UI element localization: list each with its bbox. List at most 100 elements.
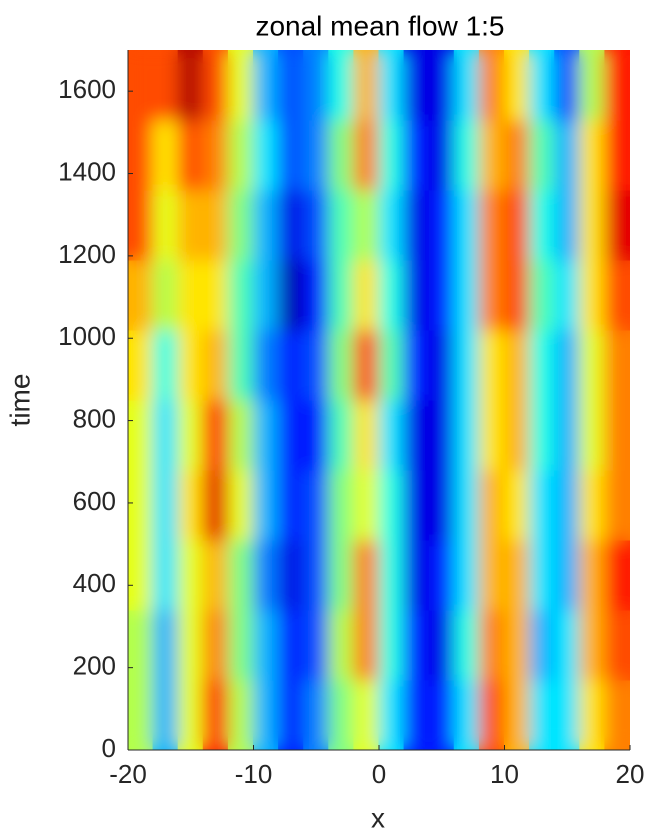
heatmap-cell <box>478 609 505 681</box>
heatmap-cell <box>328 469 355 541</box>
heatmap-cell <box>328 329 355 401</box>
heatmap-cell <box>504 539 531 611</box>
heatmap-cell <box>177 399 204 471</box>
heatmap-cell <box>227 469 254 541</box>
heatmap-cell <box>378 329 405 401</box>
heatmap-cell <box>303 399 330 471</box>
heatmap-cell <box>328 259 355 331</box>
heatmap-cell <box>453 189 480 261</box>
heatmap-cell <box>554 679 581 750</box>
heatmap-cell <box>152 50 179 121</box>
heatmap-cell <box>328 189 355 261</box>
heatmap-cell <box>378 259 405 331</box>
heatmap-cell <box>128 469 154 541</box>
heatmap-cell <box>453 50 480 121</box>
heatmap-cell <box>177 609 204 681</box>
heatmap-cell <box>428 469 455 541</box>
heatmap-cell <box>152 329 179 401</box>
heatmap-cell <box>253 469 280 541</box>
heatmap-cell <box>403 329 430 401</box>
heatmap-cell <box>504 679 531 750</box>
heatmap-cell <box>227 679 254 750</box>
heatmap-cell <box>353 469 380 541</box>
heatmap-cell <box>378 399 405 471</box>
heatmap-cell <box>579 539 606 611</box>
heatmap-cell <box>303 469 330 541</box>
heatmap-cell <box>353 399 380 471</box>
heatmap-cell <box>378 469 405 541</box>
x-tick-label: -20 <box>109 759 147 789</box>
heatmap-cell <box>328 609 355 681</box>
heatmap-cell <box>554 329 581 401</box>
heatmap-cell <box>428 679 455 750</box>
heatmap-cell <box>202 259 229 331</box>
heatmap-cell <box>604 679 630 750</box>
heatmap-cell <box>278 609 305 681</box>
y-axis-label: time <box>4 374 35 427</box>
heatmap-cell <box>152 119 179 191</box>
heatmap-cell <box>253 189 280 261</box>
heatmap-cell <box>278 259 305 331</box>
heatmap-cell <box>604 50 630 121</box>
heatmap-cell <box>428 259 455 331</box>
x-tick-label: 0 <box>372 759 386 789</box>
heatmap-cell <box>152 259 179 331</box>
heatmap-cell <box>303 679 330 750</box>
heatmap-cell <box>579 609 606 681</box>
heatmap-cell <box>202 679 229 750</box>
heatmap-cell <box>128 259 154 331</box>
heatmap-cell <box>453 679 480 750</box>
heatmap-cell <box>177 119 204 191</box>
heatmap-cell <box>504 469 531 541</box>
heatmap-cell <box>328 679 355 750</box>
x-tick-label: 20 <box>616 759 645 789</box>
heatmap-cell <box>604 469 630 541</box>
heatmap-cell <box>579 399 606 471</box>
y-tick-label: 1000 <box>58 321 116 351</box>
heatmap-cell <box>403 50 430 121</box>
heatmap-cell <box>453 469 480 541</box>
heatmap-cell <box>227 189 254 261</box>
heatmap-cell <box>529 469 556 541</box>
heatmap-cell <box>378 679 405 750</box>
heatmap-cell <box>353 539 380 611</box>
heatmap-cell <box>353 609 380 681</box>
heatmap-cell <box>554 119 581 191</box>
heatmap-cell <box>128 329 154 401</box>
heatmap-cell <box>378 539 405 611</box>
y-tick-label: 400 <box>73 568 116 598</box>
y-tick-label: 200 <box>73 651 116 681</box>
heatmap-cell <box>202 189 229 261</box>
heatmap-cell <box>403 469 430 541</box>
heatmap-cell <box>202 609 229 681</box>
heatmap-cell <box>253 399 280 471</box>
heatmap-cell <box>403 399 430 471</box>
heatmap-cell <box>529 539 556 611</box>
heatmap-cell <box>504 50 531 121</box>
heatmap-cell <box>453 119 480 191</box>
heatmap-cell <box>478 679 505 750</box>
heatmap-cell <box>604 609 630 681</box>
heatmap-cell <box>177 329 204 401</box>
heatmap-cell <box>227 399 254 471</box>
heatmap-cell <box>328 399 355 471</box>
heatmap-cell <box>303 119 330 191</box>
heatmap-cell <box>478 329 505 401</box>
heatmap-cell <box>177 679 204 750</box>
heatmap-cell <box>353 50 380 121</box>
x-tick-label: 10 <box>490 759 519 789</box>
heatmap-cell <box>453 609 480 681</box>
heatmap-cell <box>227 119 254 191</box>
heatmap-cell <box>428 329 455 401</box>
heatmap-cell <box>529 50 556 121</box>
heatmap-cell <box>152 469 179 541</box>
heatmap-cell <box>303 539 330 611</box>
heatmap-cell <box>202 329 229 401</box>
heatmap-cell <box>604 399 630 471</box>
heatmap-cell <box>378 50 405 121</box>
heatmap-cell <box>128 399 154 471</box>
heatmap-cell <box>403 539 430 611</box>
heatmap-cell <box>278 189 305 261</box>
